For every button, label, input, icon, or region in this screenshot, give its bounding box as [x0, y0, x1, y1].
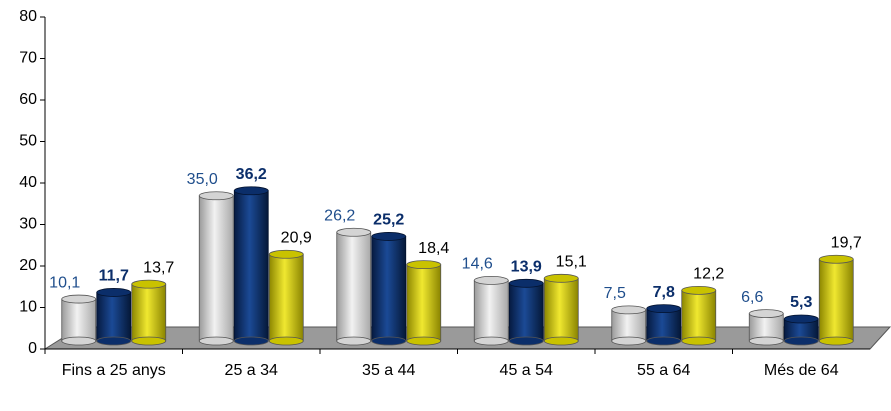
- y-tick-label: 60: [19, 91, 37, 108]
- data-label: 6,6: [741, 289, 763, 306]
- bar: [198, 191, 234, 346]
- bar: [818, 254, 854, 346]
- data-label: 5,3: [790, 294, 812, 311]
- y-tick-label: 10: [19, 299, 37, 316]
- data-label: 18,4: [418, 240, 449, 257]
- x-tick-label: Fins a 25 anys: [61, 362, 166, 379]
- data-label: 14,6: [462, 256, 493, 273]
- bar: [508, 278, 544, 346]
- x-tick-label: Més de 64: [763, 362, 839, 379]
- bar: [748, 309, 784, 346]
- data-label: 13,9: [511, 259, 542, 276]
- data-label: 13,7: [143, 259, 174, 276]
- bar: [61, 294, 97, 346]
- data-label: 25,2: [373, 212, 404, 229]
- bar: [473, 276, 509, 346]
- y-tick-label: 0: [28, 340, 37, 357]
- bar: [406, 260, 442, 346]
- data-label: 35,0: [187, 171, 218, 188]
- bar: [646, 304, 682, 346]
- y-tick-label: 70: [19, 50, 37, 67]
- x-tick-label: 55 a 64: [637, 362, 691, 379]
- data-label: 26,2: [324, 207, 355, 224]
- y-tick-label: 20: [19, 257, 37, 274]
- data-label: 20,9: [281, 229, 312, 246]
- data-label: 10,1: [49, 274, 80, 291]
- y-tick-label: 40: [19, 174, 37, 191]
- data-label: 12,2: [693, 266, 724, 283]
- x-tick-label: 25 a 34: [224, 362, 278, 379]
- bar: [268, 249, 304, 346]
- x-tick-label: 45 a 54: [499, 362, 553, 379]
- data-label: 19,7: [831, 234, 862, 251]
- bar: [611, 305, 647, 346]
- bar: [371, 232, 407, 346]
- x-tick-label: 35 a 44: [362, 362, 416, 379]
- data-label: 7,5: [604, 285, 626, 302]
- bar: [233, 186, 269, 346]
- data-label: 7,8: [653, 284, 675, 301]
- data-label: 11,7: [99, 268, 129, 285]
- bar: [681, 285, 717, 346]
- data-label: 36,2: [236, 166, 267, 183]
- bar: [96, 288, 132, 346]
- y-tick-label: 80: [19, 8, 37, 25]
- bar: [543, 273, 579, 346]
- bar: [783, 314, 819, 346]
- bar: [131, 279, 167, 346]
- y-tick-label: 50: [19, 133, 37, 150]
- data-label: 15,1: [556, 254, 587, 271]
- y-tick-label: 30: [19, 216, 37, 233]
- bar: [336, 227, 372, 346]
